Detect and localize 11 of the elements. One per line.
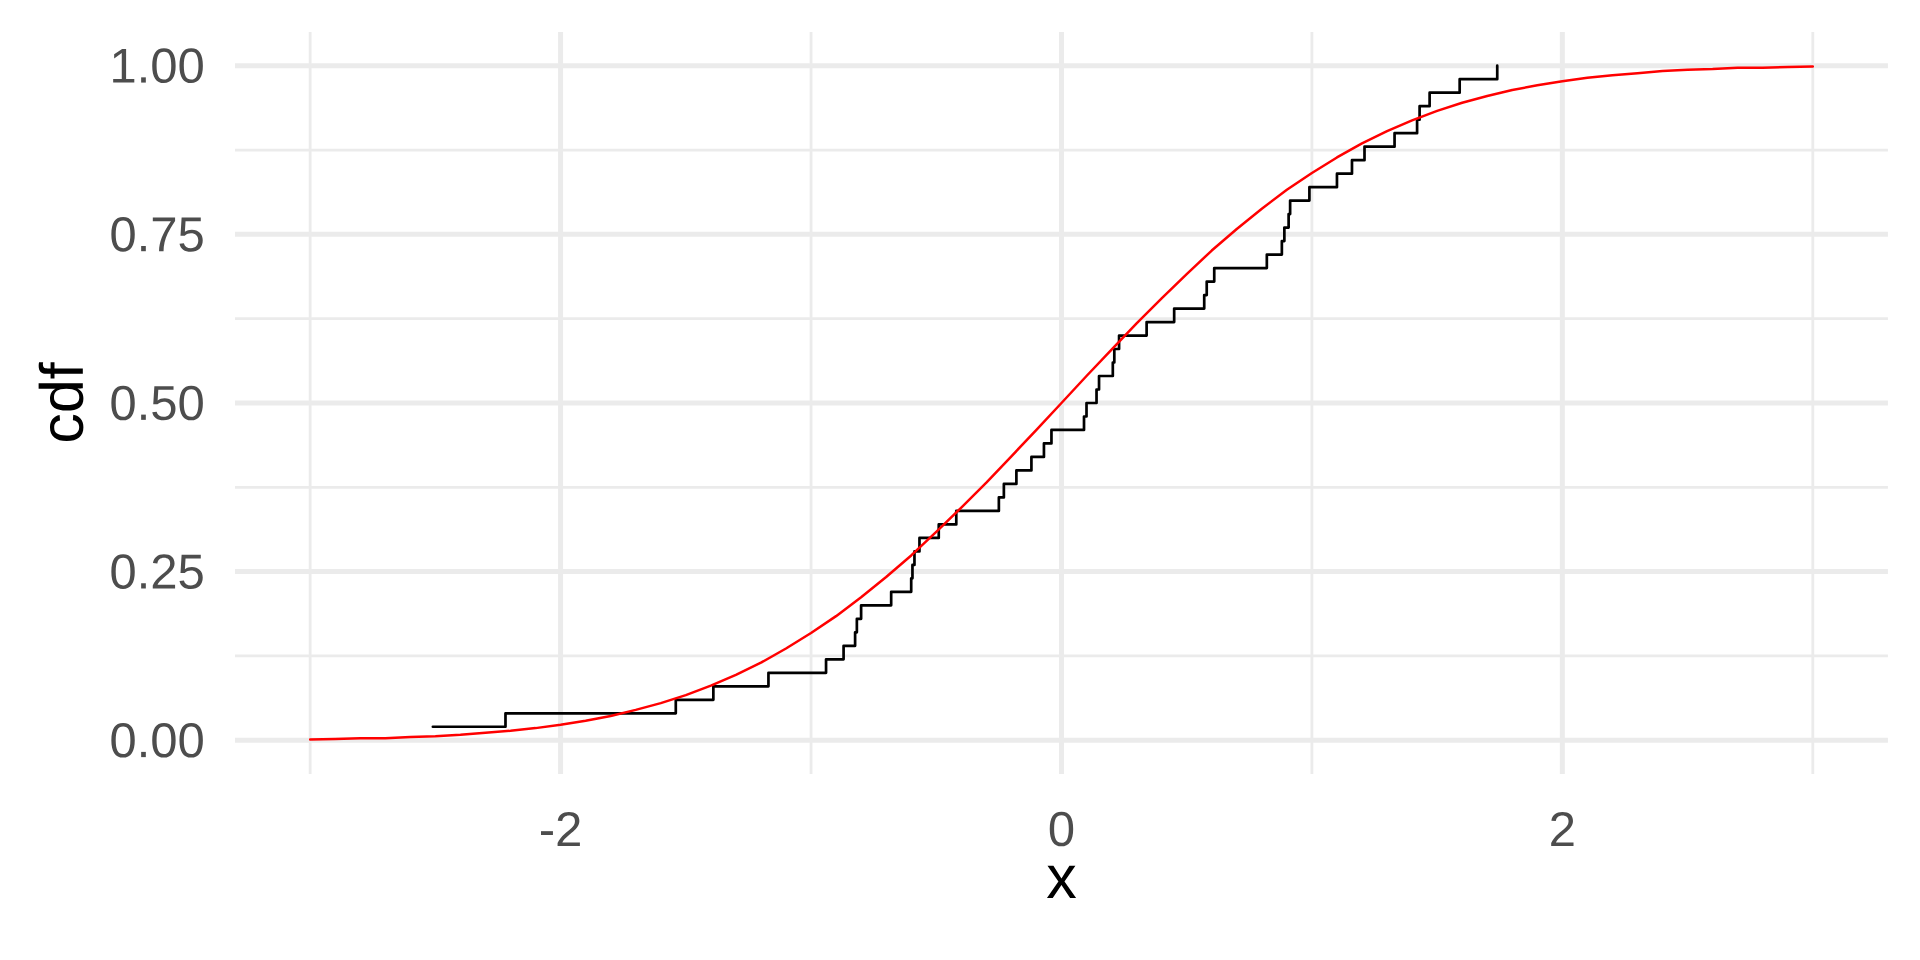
y-tick-label: 0.25: [111, 554, 203, 589]
x-tick-label: 2: [1551, 811, 1574, 847]
y-tick-label: 0.50: [111, 385, 203, 421]
y-tick-label: 0.75: [111, 217, 203, 252]
x-axis-title: x: [1046, 865, 1077, 899]
x-tick-label: -2: [540, 811, 580, 847]
y-axis-title: cdf: [38, 362, 84, 442]
y-tick-label: 1.00: [113, 48, 203, 84]
y-tick-label: 0.00: [111, 722, 203, 758]
x-tick-label: 0: [1049, 811, 1074, 847]
line-series: [308, 65, 1815, 741]
